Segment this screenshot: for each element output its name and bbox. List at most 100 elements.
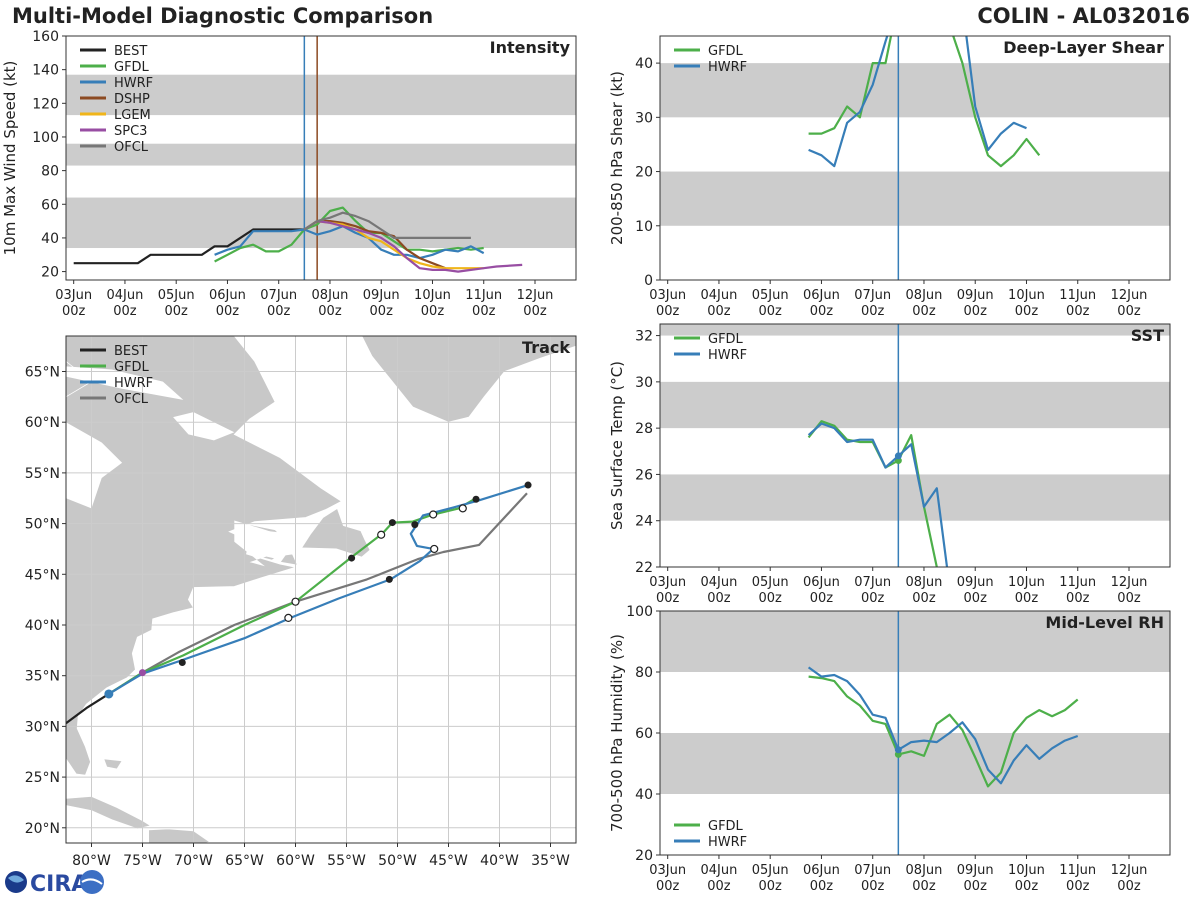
track-xtick-label: 65°W xyxy=(225,853,264,869)
shear-xtick-label: 11Jun xyxy=(1059,288,1096,303)
sst-xtick-label: 00z xyxy=(1117,591,1141,606)
rh-xtick-label: 00z xyxy=(861,879,885,894)
rh-title: Mid-Level RH xyxy=(1045,613,1164,632)
track-ytick-label: 45°N xyxy=(25,567,60,583)
track-map-area xyxy=(66,336,576,843)
track-series-ofcl xyxy=(108,492,528,695)
shear-ytick-label: 10 xyxy=(635,219,653,235)
track-marker-filled xyxy=(178,659,186,667)
intensity-ytick-label: 20 xyxy=(41,265,59,281)
intensity-xtick-label: 00z xyxy=(523,304,547,319)
intensity-legend-label-gfdl: GFDL xyxy=(114,60,150,75)
intensity-series-ofcl xyxy=(303,211,471,239)
intensity-ytick-label: 80 xyxy=(41,164,59,180)
track-ytick-label: 65°N xyxy=(25,364,60,380)
shear-xtick-label: 06Jun xyxy=(803,288,840,303)
intensity-ytick-label: 120 xyxy=(32,96,59,112)
logo-swirl-icon xyxy=(8,875,24,883)
intensity-legend-label-hwrf: HWRF xyxy=(114,76,153,91)
sst-ytick-label: 28 xyxy=(635,421,653,437)
track-marker-open xyxy=(429,510,438,519)
intensity-series-spc3 xyxy=(303,220,523,273)
rh-xtick-label: 00z xyxy=(912,879,936,894)
rh-ytick-label: 40 xyxy=(635,787,653,803)
rh-xtick-label: 05Jun xyxy=(752,863,789,878)
rh-xtick-label: 07Jun xyxy=(854,863,891,878)
intensity-xtick-label: 10Jun xyxy=(414,288,451,303)
greenland-land xyxy=(295,336,576,423)
shear-band-0 xyxy=(660,171,1170,226)
sst-xtick-label: 00z xyxy=(810,591,834,606)
sst-plot-area xyxy=(660,324,1170,567)
rh-xtick-label: 11Jun xyxy=(1059,863,1096,878)
shear-xtick-label: 00z xyxy=(759,304,783,319)
track-legend-label-hwrf: HWRF xyxy=(114,376,153,391)
intensity-band-0 xyxy=(66,197,576,249)
track-xtick-label: 50°W xyxy=(378,853,417,869)
sst-ytick-label: 24 xyxy=(635,514,653,530)
rh-xtick-label: 06Jun xyxy=(803,863,840,878)
track-xtick-label: 70°W xyxy=(174,853,213,869)
track-xtick-label: 45°W xyxy=(429,853,468,869)
newfoundland-land xyxy=(300,507,371,558)
rh-xtick-label: 10Jun xyxy=(1008,863,1045,878)
sst-ytick-label: 26 xyxy=(635,467,653,483)
sst-band-0 xyxy=(660,474,1170,521)
intensity-xtick-label: 08Jun xyxy=(312,288,349,303)
rh-ylabel: 700-500 hPa Humidity (%) xyxy=(608,634,626,832)
logo-badge-icon xyxy=(80,870,104,894)
sst-xtick-label: 00z xyxy=(707,591,731,606)
track-marker-filled xyxy=(411,521,419,529)
water-body-0 xyxy=(66,422,123,509)
intensity-frame xyxy=(65,35,577,281)
shear-xtick-label: 12Jun xyxy=(1111,288,1148,303)
sst-band-2 xyxy=(660,324,1170,336)
track-marker-filled xyxy=(472,495,480,503)
rh-xtick-label: 12Jun xyxy=(1111,863,1148,878)
shear-xtick-label: 00z xyxy=(1015,304,1039,319)
sst-band-1 xyxy=(660,381,1170,429)
rh-band-0 xyxy=(660,733,1170,794)
track-ytick-label: 55°N xyxy=(25,466,60,482)
track-title: Track xyxy=(522,338,570,357)
track-marker-open xyxy=(291,597,300,606)
shear-xtick-label: 07Jun xyxy=(854,288,891,303)
intensity-band-1 xyxy=(66,143,576,166)
intensity-legend-label-best: BEST xyxy=(114,44,147,59)
track-xtick-label: 75°W xyxy=(123,853,162,869)
shear-ytick-label: 20 xyxy=(635,165,653,181)
sst-xtick-label: 00z xyxy=(656,591,680,606)
sst-marker-hwrf xyxy=(894,452,902,460)
rh-xtick-label: 00z xyxy=(759,879,783,894)
rh-xtick-label: 03Jun xyxy=(649,863,686,878)
track-marker-filled xyxy=(388,519,396,527)
track-marker-open xyxy=(377,530,386,539)
intensity-xtick-label: 00z xyxy=(113,304,137,319)
intensity-panel: 2040608010012014016003Jun00z04Jun00z05Ju… xyxy=(1,29,577,319)
shear-xtick-label: 08Jun xyxy=(906,288,943,303)
shear-xtick-label: 00z xyxy=(912,304,936,319)
cira-logo: CIRA xyxy=(5,870,104,897)
rh-legend-label-gfdl: GFDL xyxy=(708,819,744,834)
intensity-xtick-label: 00z xyxy=(267,304,291,319)
shear-title: Deep-Layer Shear xyxy=(1003,38,1164,57)
track-ytick-label: 60°N xyxy=(25,415,60,431)
intensity-xtick-label: 07Jun xyxy=(260,288,297,303)
sst-xtick-label: 11Jun xyxy=(1059,575,1096,590)
shear-xtick-label: 00z xyxy=(656,304,680,319)
shear-series-hwrf xyxy=(808,36,1027,168)
shear-series-gfdl xyxy=(808,36,1041,168)
track-marker-open xyxy=(458,504,467,513)
rh-ytick-label: 100 xyxy=(626,604,653,620)
intensity-plot-area xyxy=(66,36,576,280)
rh-xtick-label: 00z xyxy=(707,879,731,894)
track-marker-filled xyxy=(348,554,356,562)
rh-plot-area xyxy=(660,611,1170,855)
sst-xtick-label: 05Jun xyxy=(752,575,789,590)
intensity-xtick-label: 03Jun xyxy=(55,288,92,303)
rh-xtick-label: 00z xyxy=(1117,879,1141,894)
water-body-3 xyxy=(234,520,296,567)
sst-xtick-label: 00z xyxy=(1066,591,1090,606)
shear-frame xyxy=(659,35,1171,281)
